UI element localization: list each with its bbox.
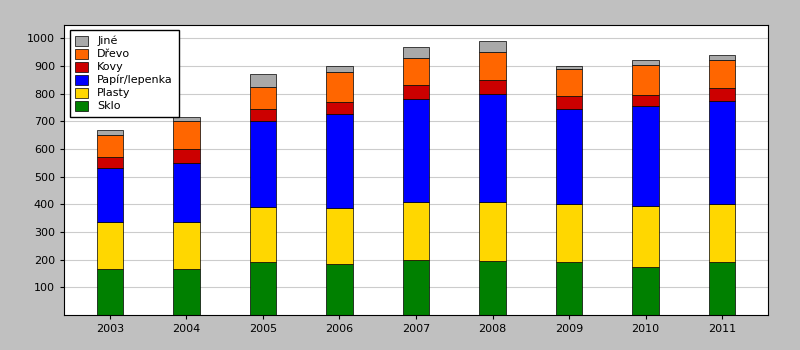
Bar xyxy=(173,117,200,121)
Bar xyxy=(402,47,430,58)
Bar xyxy=(250,207,276,262)
Bar xyxy=(402,99,430,202)
Bar xyxy=(97,168,123,222)
Bar xyxy=(402,202,430,260)
Bar xyxy=(173,270,200,315)
Bar xyxy=(173,222,200,270)
Bar xyxy=(632,65,659,95)
Bar xyxy=(632,95,659,106)
Bar xyxy=(173,163,200,222)
Bar xyxy=(709,55,735,61)
Bar xyxy=(326,114,353,209)
Bar xyxy=(709,61,735,88)
Bar xyxy=(556,262,582,315)
Bar xyxy=(402,260,430,315)
Bar xyxy=(556,66,582,69)
Bar xyxy=(479,80,506,94)
Bar xyxy=(556,69,582,97)
Bar xyxy=(479,41,506,52)
Bar xyxy=(250,74,276,87)
Bar xyxy=(632,267,659,315)
Bar xyxy=(479,52,506,80)
Bar xyxy=(709,262,735,315)
Bar xyxy=(556,97,582,109)
Bar xyxy=(709,88,735,100)
Bar xyxy=(250,262,276,315)
Bar xyxy=(402,85,430,99)
Bar xyxy=(632,206,659,267)
Bar xyxy=(97,130,123,135)
Bar xyxy=(250,121,276,207)
Bar xyxy=(556,109,582,204)
Bar xyxy=(632,61,659,65)
Bar xyxy=(173,121,200,149)
Bar xyxy=(326,264,353,315)
Bar xyxy=(97,270,123,315)
Bar xyxy=(97,222,123,270)
Legend: Jiné, Dřevo, Kovy, Papír/lepenka, Plasty, Sklo: Jiné, Dřevo, Kovy, Papír/lepenka, Plasty… xyxy=(70,30,178,117)
Bar xyxy=(479,261,506,315)
Bar xyxy=(326,66,353,71)
Bar xyxy=(97,157,123,168)
Bar xyxy=(326,209,353,264)
Bar xyxy=(479,94,506,202)
Bar xyxy=(250,87,276,109)
Bar xyxy=(556,204,582,262)
Bar xyxy=(326,71,353,102)
Bar xyxy=(709,204,735,262)
Bar xyxy=(402,58,430,85)
Bar xyxy=(326,102,353,114)
Bar xyxy=(479,202,506,261)
Bar xyxy=(250,109,276,121)
Bar xyxy=(97,135,123,157)
Bar xyxy=(632,106,659,206)
Bar xyxy=(709,100,735,204)
Bar xyxy=(173,149,200,163)
